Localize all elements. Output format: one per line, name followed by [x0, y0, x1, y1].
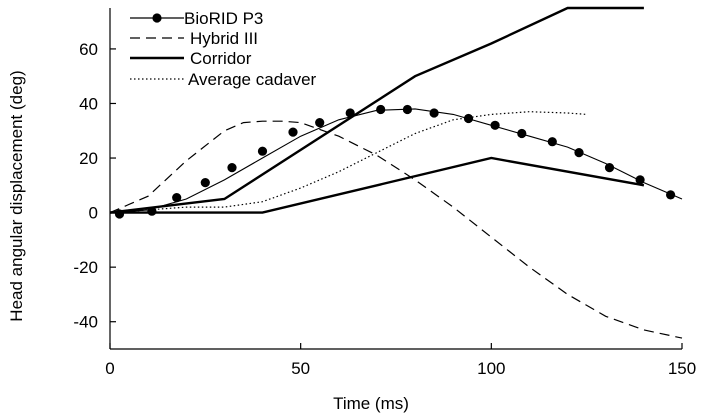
biorid-p3-point	[635, 175, 645, 185]
legend-label-hybrid: Hybrid III	[190, 29, 258, 48]
y-tick-label: -20	[73, 258, 98, 277]
biorid-p3-point	[315, 118, 325, 128]
tick-labels: 0 50 100 150 -40 -20 0 20 40 60	[73, 40, 696, 378]
biorid-p3-point	[227, 163, 237, 173]
y-tick-label: 0	[89, 204, 98, 223]
biorid-p3-point	[172, 193, 182, 203]
biorid-p3-point	[463, 113, 474, 124]
biorid-p3-point	[288, 127, 298, 137]
ticks	[109, 48, 683, 349]
legend-marker-biorid	[152, 13, 162, 23]
biorid-p3-point	[574, 148, 584, 158]
biorid-p3-point	[547, 137, 557, 147]
plot-lines	[109, 6, 683, 339]
x-tick-label: 0	[105, 359, 114, 378]
average-cadaver-line	[109, 111, 587, 214]
biorid-p3-point	[604, 163, 615, 173]
biorid-p3-point	[257, 146, 268, 156]
biorid-p3-point	[200, 178, 210, 188]
x-tick-label: 50	[291, 359, 310, 378]
legend-label-biorid: BioRID P3	[184, 9, 263, 28]
hybrid-iii-line	[109, 120, 683, 339]
y-tick-label: 40	[79, 94, 98, 113]
x-tick-label: 150	[668, 359, 696, 378]
x-tick-label: 100	[477, 359, 505, 378]
legend: BioRID P3 Hybrid III Corridor Average ca…	[130, 9, 317, 89]
legend-label-corridor: Corridor	[190, 49, 252, 68]
corridor-line-upper	[109, 6, 644, 214]
y-axis-label: Head angular displacement (deg)	[7, 70, 26, 321]
biorid-p3-point	[376, 104, 386, 115]
y-tick-label: 60	[79, 40, 98, 59]
biorid-p3-point	[429, 108, 439, 118]
biorid-p3-line	[109, 108, 683, 214]
biorid-p3-point	[490, 120, 500, 130]
biorid-p3-point	[666, 190, 676, 200]
axes	[109, 8, 682, 350]
biorid-p3-point	[402, 104, 412, 115]
y-tick-label: -40	[73, 313, 98, 332]
biorid-p3-point	[517, 128, 527, 139]
y-tick-label: 20	[79, 149, 98, 168]
legend-label-cadaver: Average cadaver	[188, 70, 317, 89]
corridor-line-lower	[110, 156, 645, 214]
x-axis-label: Time (ms)	[333, 394, 409, 413]
